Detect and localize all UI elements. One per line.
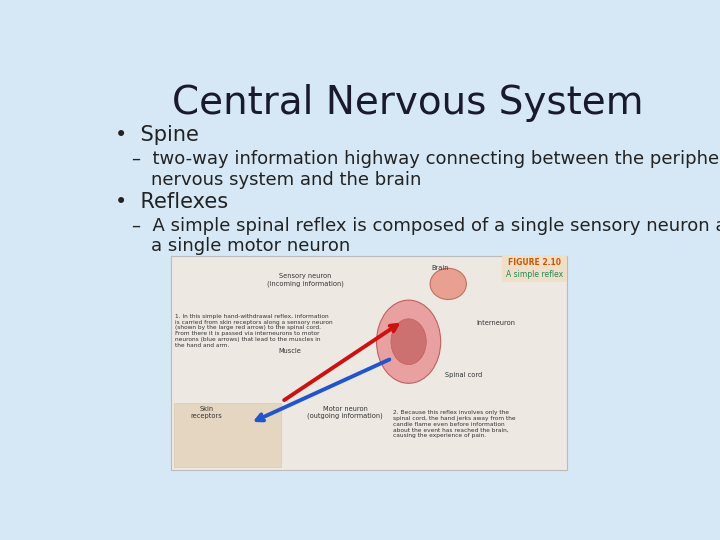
Text: Central Nervous System: Central Nervous System <box>172 84 644 122</box>
Ellipse shape <box>430 268 467 300</box>
Text: FIGURE 2.10: FIGURE 2.10 <box>508 258 561 267</box>
Ellipse shape <box>377 300 441 383</box>
FancyBboxPatch shape <box>174 403 281 467</box>
Text: –  A simple spinal reflex is composed of a single sensory neuron and: – A simple spinal reflex is composed of … <box>132 217 720 234</box>
Text: 2. Because this reflex involves only the
spinal cord, the hand jerks away from t: 2. Because this reflex involves only the… <box>393 410 516 438</box>
Text: A simple reflex: A simple reflex <box>506 269 563 279</box>
Ellipse shape <box>391 319 426 364</box>
Text: Sensory neuron
(incoming information): Sensory neuron (incoming information) <box>267 273 344 287</box>
Text: Interneuron: Interneuron <box>476 320 516 326</box>
Text: –  two-way information highway connecting between the peripheral: – two-way information highway connecting… <box>132 150 720 168</box>
Text: Motor neuron
(outgoing information): Motor neuron (outgoing information) <box>307 406 383 420</box>
Text: •  Spine: • Spine <box>115 125 199 145</box>
Text: Spinal cord: Spinal cord <box>446 372 482 377</box>
FancyBboxPatch shape <box>502 256 567 282</box>
Text: •  Reflexes: • Reflexes <box>115 192 228 212</box>
Text: nervous system and the brain: nervous system and the brain <box>151 171 422 189</box>
Text: 1. In this simple hand-withdrawal reflex, information
is carried from skin recep: 1. In this simple hand-withdrawal reflex… <box>175 314 333 348</box>
Text: Muscle: Muscle <box>279 348 301 354</box>
FancyBboxPatch shape <box>171 256 567 470</box>
Text: a single motor neuron: a single motor neuron <box>151 238 351 255</box>
Text: Brain: Brain <box>431 265 449 271</box>
Text: Skin
receptors: Skin receptors <box>191 406 222 419</box>
